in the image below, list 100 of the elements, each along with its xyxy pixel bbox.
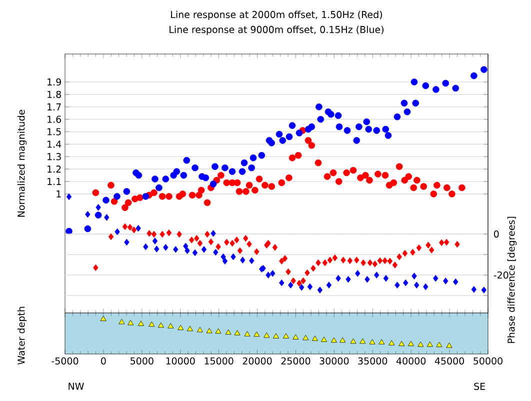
point	[286, 268, 291, 276]
point	[176, 230, 182, 238]
point	[394, 282, 400, 288]
point	[114, 228, 120, 236]
point	[346, 276, 351, 283]
point	[128, 320, 134, 326]
point	[187, 326, 193, 332]
y-tick-label: 1.4	[48, 140, 62, 148]
point	[453, 278, 458, 286]
point	[317, 286, 323, 294]
point	[127, 224, 133, 231]
point	[197, 326, 203, 332]
point	[481, 286, 487, 294]
text: NW	[68, 382, 84, 390]
point	[183, 242, 188, 250]
point	[266, 272, 271, 278]
point	[204, 230, 210, 238]
point	[230, 240, 235, 247]
y-tick-label: 1.7	[48, 103, 61, 110]
point	[300, 277, 306, 284]
point	[426, 342, 433, 347]
point	[454, 240, 460, 248]
point	[163, 244, 168, 251]
point	[364, 276, 370, 283]
point	[166, 229, 172, 236]
point	[93, 264, 98, 272]
point	[152, 238, 158, 244]
point	[296, 280, 302, 287]
point	[316, 259, 321, 266]
point	[146, 230, 152, 237]
x-tick-label: 20000	[242, 357, 272, 365]
point	[154, 246, 160, 252]
x-tick-label: 45000	[434, 357, 464, 365]
point	[347, 257, 353, 264]
point	[304, 269, 310, 276]
point	[355, 270, 360, 277]
point	[131, 226, 137, 234]
point	[330, 337, 337, 343]
point	[143, 243, 148, 250]
point	[243, 234, 248, 242]
x-tick-label: 25000	[281, 357, 310, 365]
point	[270, 270, 276, 277]
point	[197, 240, 203, 247]
point	[336, 274, 341, 282]
point	[108, 233, 114, 240]
x-tick-label: 0	[101, 357, 106, 365]
point	[310, 264, 316, 272]
chart-title: Line response at 2000m offset, 1.50Hz (Red)	[171, 10, 382, 20]
point	[246, 240, 252, 248]
point	[396, 253, 402, 260]
point	[360, 259, 366, 266]
point	[367, 259, 373, 266]
point	[307, 283, 313, 290]
point	[215, 328, 222, 334]
point	[354, 256, 360, 264]
point	[254, 248, 260, 256]
point	[100, 316, 106, 322]
y-tick-label: 1	[56, 190, 61, 198]
point	[282, 333, 289, 338]
y-axis-title: Normalized magnitude	[17, 110, 27, 217]
point	[279, 279, 284, 286]
point	[374, 272, 380, 278]
point	[192, 249, 198, 256]
point	[383, 274, 389, 282]
point	[240, 256, 246, 264]
point	[124, 238, 130, 246]
point	[443, 278, 448, 284]
point	[350, 338, 356, 344]
point	[282, 255, 288, 262]
point	[410, 248, 416, 256]
point	[426, 242, 431, 249]
point	[414, 282, 420, 288]
point	[230, 253, 236, 260]
point	[210, 230, 216, 237]
point	[433, 274, 438, 282]
point	[237, 247, 243, 254]
x-tick-label: 10000	[166, 357, 195, 365]
point	[201, 246, 207, 253]
point	[340, 256, 346, 264]
y-tick-label: 1.6	[48, 116, 62, 123]
point	[254, 331, 260, 337]
point	[382, 257, 388, 264]
point	[378, 339, 385, 344]
point	[96, 204, 101, 211]
point	[148, 321, 155, 327]
y-tick-label: 1.9	[48, 78, 61, 86]
point	[104, 214, 110, 221]
x-tick-label: 15000	[204, 357, 234, 365]
point	[272, 244, 278, 251]
point	[299, 284, 304, 291]
point	[234, 330, 240, 336]
y-tick-label: 1.2	[48, 166, 61, 173]
point	[189, 236, 194, 244]
point	[213, 248, 218, 256]
point	[320, 336, 327, 342]
point	[436, 342, 442, 348]
point	[249, 257, 254, 264]
point	[158, 322, 164, 328]
point	[403, 279, 408, 286]
x-tick-label: -5000	[52, 357, 78, 365]
